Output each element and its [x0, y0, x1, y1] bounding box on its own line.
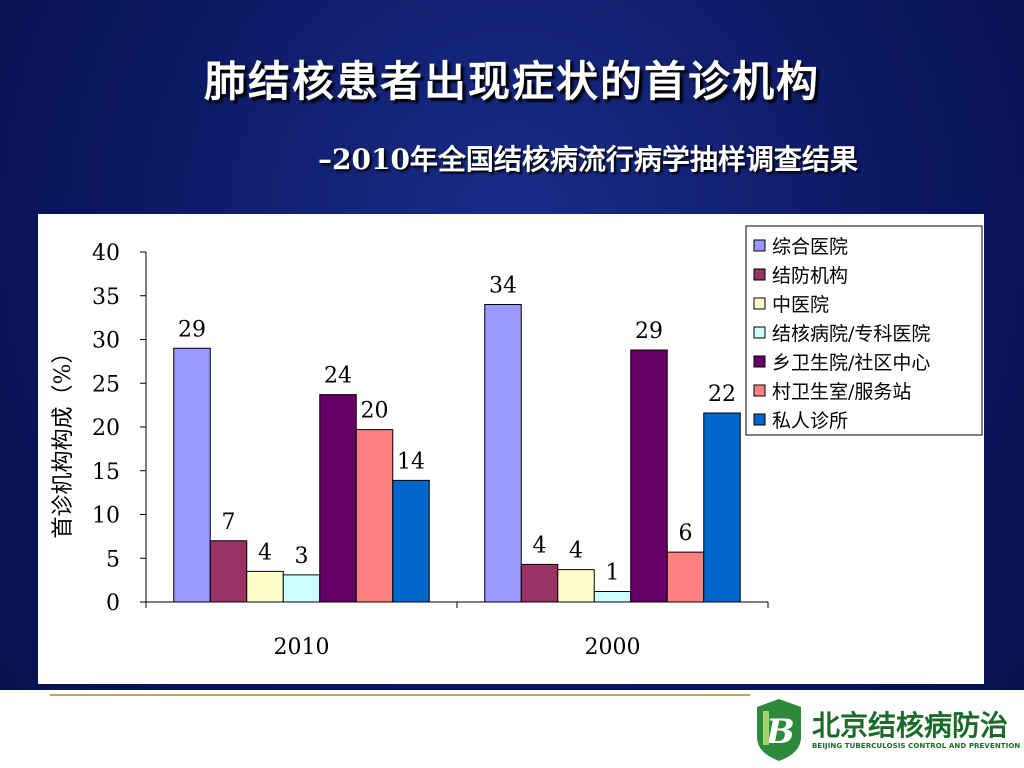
bar [703, 412, 741, 603]
bar [484, 304, 522, 603]
chart-panel: 0 5 10 15 20 25 30 35 40 2010 2000 29 34 7 4 4 4 3 1 24 29 2… [38, 214, 984, 684]
bar-value-label: 7 [222, 510, 236, 535]
legend-entry: 中医院 [772, 294, 829, 316]
legend-swatch [753, 326, 766, 339]
bar [173, 347, 211, 603]
footer-divider [50, 694, 750, 696]
bar [557, 569, 595, 603]
legend-entry: 结防机构 [772, 265, 848, 287]
bar [593, 591, 632, 603]
bar [282, 574, 321, 603]
bar-value-label: 4 [533, 533, 547, 558]
y-tick-label: 30 [92, 329, 120, 354]
y-tick-label: 15 [92, 460, 120, 485]
legend-entry: 乡卫生院/社区中心 [772, 352, 930, 374]
legend-swatch [753, 297, 766, 310]
logo-subtext: BEIJING TUBERCULOSIS CONTROL AND PREVENT… [812, 742, 1021, 750]
slide-title: 肺结核患者出现症状的首诊机构 [203, 57, 820, 106]
bar [666, 551, 705, 603]
chart-legend: 综合医院结防机构中医院结核病院/专科医院乡卫生院/社区中心村卫生室/服务站私人诊… [745, 225, 983, 436]
bar [392, 479, 430, 603]
bar [355, 429, 394, 603]
y-tick-label: 40 [92, 241, 120, 266]
y-tick-label: 0 [106, 591, 120, 616]
bar-value-label: 24 [324, 364, 352, 389]
bar-value-label: 29 [178, 317, 206, 342]
legend-swatch [753, 413, 766, 426]
bar-value-label: 3 [295, 544, 309, 569]
bar-value-label: 1 [606, 561, 620, 586]
x-tick-label: 2000 [585, 635, 641, 660]
bar-value-label: 22 [708, 382, 736, 407]
bar-value-label: 6 [679, 521, 693, 546]
chart-axes: 0 5 10 15 20 25 30 35 40 2010 2000 [92, 241, 769, 660]
bar-value-label: 20 [361, 399, 389, 424]
legend-entry: 私人诊所 [772, 410, 848, 432]
y-tick-label: 35 [92, 285, 120, 310]
bar [209, 540, 248, 603]
chart-bars [173, 304, 741, 603]
bar-value-label: 14 [397, 449, 425, 474]
legend-swatch [753, 384, 766, 397]
bar [246, 570, 284, 603]
legend-swatch [753, 239, 766, 252]
legend-box [745, 225, 983, 436]
y-tick-label: 20 [92, 416, 120, 441]
bar-value-label: 29 [635, 319, 663, 344]
slide-subtitle: –2010年全国结核病流行病学抽样调查结果 [318, 143, 858, 176]
logo-text: 北京结核病防治 [812, 709, 1009, 742]
bar [520, 563, 559, 603]
legend-entry: 综合医院 [772, 236, 848, 258]
legend-entry: 村卫生室/服务站 [772, 381, 911, 403]
legend-swatch [753, 355, 766, 368]
legend-swatch [753, 268, 766, 281]
svg-text:B: B [765, 712, 795, 752]
bar [319, 394, 357, 603]
logo-tb-icon: B [757, 699, 801, 761]
y-tick-label: 10 [92, 504, 120, 529]
bar-value-label: 34 [489, 274, 517, 299]
y-tick-label: 5 [106, 547, 120, 572]
bar-value-label: 4 [258, 540, 272, 565]
bar-value-label: 4 [569, 539, 583, 564]
footer-bar [0, 690, 1024, 768]
y-axis-label: 首诊机构构成（%） [51, 342, 76, 539]
y-tick-label: 25 [92, 372, 120, 397]
legend-entry: 结核病院/专科医院 [772, 323, 930, 345]
x-tick-label: 2010 [274, 635, 330, 660]
bar [630, 349, 668, 603]
